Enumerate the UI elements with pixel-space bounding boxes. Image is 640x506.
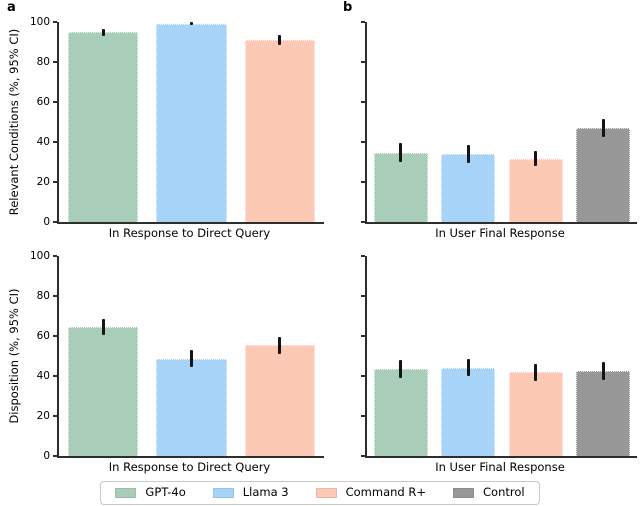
- y-axis-title-disposition: Disposition (%, 95% CI): [4, 256, 24, 456]
- chart-panel-relevant-conditions-direct-query: 0 20 40 60 80 100: [30, 17, 324, 227]
- error-bar-llama-3: [190, 22, 193, 26]
- y-tick-mark: [361, 181, 365, 183]
- y-tick-label: 0: [43, 215, 50, 228]
- error-bar-llama-3: [466, 144, 470, 164]
- y-tick-label: 60: [36, 95, 50, 108]
- y-tick-mark: [361, 295, 365, 297]
- y-axis-title-relevant-conditions: Relevant Conditions (%, 95% CI): [4, 22, 24, 222]
- y-tick-label: 100: [29, 15, 50, 28]
- y-tick-mark: [53, 61, 57, 63]
- y-tick-mark: [53, 221, 57, 223]
- legend-entry-control: Control: [453, 487, 525, 499]
- x-axis-label: In User Final Response: [435, 226, 565, 240]
- y-tick-label: 100: [29, 249, 50, 262]
- y-tick-mark: [53, 295, 57, 297]
- bar-command-r: [508, 372, 563, 456]
- error-bar-gpt-4o: [399, 360, 403, 378]
- legend-label: Control: [483, 485, 525, 500]
- y-tick-mark: [53, 141, 57, 143]
- y-axis-title-text: Disposition (%, 95% CI): [7, 288, 21, 424]
- y-tick-mark: [53, 101, 57, 103]
- y-tick-label: 40: [36, 369, 50, 382]
- error-bar-command-r: [278, 336, 282, 355]
- error-bar-llama-3: [466, 359, 470, 377]
- y-tick-label: 20: [36, 175, 50, 188]
- y-tick-mark: [53, 181, 57, 183]
- bar-command-r: [244, 40, 316, 222]
- y-tick-mark: [361, 141, 365, 143]
- bar-command-r: [508, 159, 563, 222]
- bar-llama-3: [156, 23, 227, 222]
- bar-llama-3: [441, 154, 496, 222]
- panel-label-b: b: [343, 0, 353, 15]
- bar-gpt-4o: [67, 32, 139, 222]
- bar-command-r: [244, 345, 316, 456]
- bar-gpt-4o: [373, 369, 428, 456]
- y-tick-mark: [361, 415, 365, 417]
- panel-label-a: a: [7, 0, 16, 15]
- legend-swatch-command-r: [315, 488, 337, 498]
- chart-panel-disposition-user-final: [361, 255, 637, 458]
- y-tick-mark: [53, 375, 57, 377]
- error-bar-control: [601, 119, 605, 137]
- y-tick-label: 60: [36, 329, 50, 342]
- y-tick-mark: [361, 455, 365, 457]
- legend-label: Command R+: [345, 485, 426, 500]
- y-tick-mark: [361, 101, 365, 103]
- legend-box: GPT-4o Llama 3 Command R+ Control: [100, 481, 540, 505]
- legend-entry-command-r: Command R+: [315, 485, 426, 500]
- y-axis-title-text: Relevant Conditions (%, 95% CI): [7, 28, 21, 216]
- y-tick-mark: [361, 255, 365, 257]
- legend-swatch-gpt-4o: [115, 488, 137, 498]
- y-tick-mark: [53, 335, 57, 337]
- y-tick-label: 0: [43, 449, 50, 462]
- error-bar-llama-3: [190, 350, 193, 368]
- bar-control: [576, 371, 631, 456]
- bar-gpt-4o: [373, 153, 428, 222]
- y-tick-label: 40: [36, 135, 50, 148]
- y-tick-mark: [53, 415, 57, 417]
- y-tick-label: 20: [36, 409, 50, 422]
- y-tick-mark: [361, 221, 365, 223]
- error-bar-gpt-4o: [101, 318, 105, 335]
- y-tick-label: 80: [36, 55, 50, 68]
- legend-entry-llama-3: Llama 3: [212, 485, 289, 500]
- y-tick-mark: [361, 375, 365, 377]
- legend-swatch-control: [453, 488, 474, 498]
- legend-label: Llama 3: [242, 485, 289, 500]
- error-bar-gpt-4o: [399, 143, 403, 162]
- y-tick-mark: [361, 335, 365, 337]
- legend-swatch-llama-3: [212, 488, 234, 498]
- error-bar-control: [601, 362, 605, 380]
- chart-panel-relevant-conditions-user-final: [361, 21, 637, 224]
- bar-llama-3: [441, 368, 496, 456]
- x-axis-label: In Response to Direct Query: [108, 226, 271, 240]
- y-tick-mark: [361, 21, 365, 23]
- y-tick-mark: [53, 21, 57, 23]
- legend: GPT-4o Llama 3 Command R+ Control: [0, 481, 640, 505]
- y-tick-mark: [53, 455, 57, 457]
- legend-entry-gpt-4o: GPT-4o: [115, 485, 186, 500]
- error-bar-command-r: [278, 35, 282, 45]
- bar-control: [576, 128, 631, 222]
- x-axis-label: In Response to Direct Query: [108, 460, 271, 474]
- y-tick-label: 80: [36, 289, 50, 302]
- error-bar-command-r: [534, 150, 538, 167]
- chart-panel-disposition-direct-query: 0 20 40 60 80 100: [30, 251, 324, 461]
- error-bar-gpt-4o: [101, 28, 105, 36]
- bar-gpt-4o: [67, 327, 139, 456]
- y-tick-mark: [361, 61, 365, 63]
- legend-label: GPT-4o: [145, 485, 186, 500]
- bar-llama-3: [156, 358, 227, 456]
- error-bar-command-r: [534, 364, 538, 382]
- y-tick-mark: [53, 255, 57, 257]
- x-axis-label: In User Final Response: [435, 460, 565, 474]
